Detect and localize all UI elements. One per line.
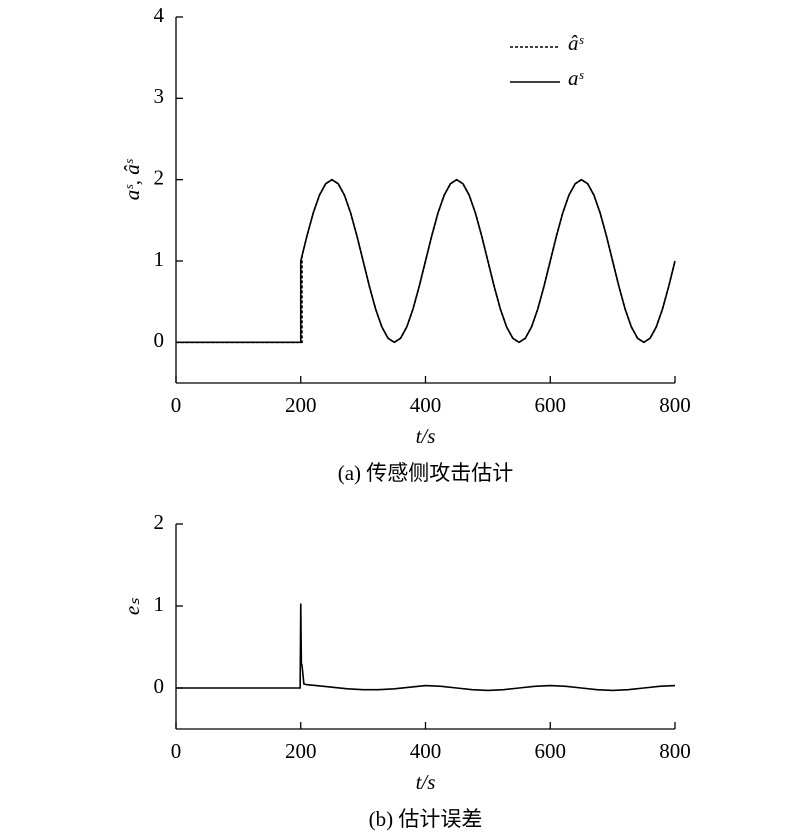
x-tick-label: 800 bbox=[659, 739, 691, 763]
y-axis-label: aˢ, âˢ bbox=[120, 158, 144, 200]
y-tick-label: 0 bbox=[154, 674, 165, 698]
x-axis-label: t/s bbox=[416, 424, 436, 448]
y-tick-label: 2 bbox=[154, 165, 165, 189]
y-tick-label: 0 bbox=[154, 328, 165, 352]
x-tick-label: 400 bbox=[410, 739, 442, 763]
y-tick-label: 4 bbox=[154, 3, 165, 27]
y-axis-label: eₛ bbox=[120, 598, 144, 615]
caption: (b) 估计误差 bbox=[369, 807, 483, 831]
caption: (a) 传感侧攻击估计 bbox=[338, 461, 514, 485]
x-tick-label: 600 bbox=[535, 739, 567, 763]
x-tick-label: 400 bbox=[410, 393, 442, 417]
x-tick-label: 800 bbox=[659, 393, 691, 417]
y-tick-label: 2 bbox=[154, 510, 165, 534]
series-line bbox=[176, 603, 676, 692]
x-axis-label: t/s bbox=[416, 770, 436, 794]
x-tick-label: 200 bbox=[285, 393, 317, 417]
series-line bbox=[176, 178, 676, 344]
x-tick-label: 0 bbox=[171, 739, 182, 763]
y-tick-label: 1 bbox=[154, 247, 165, 271]
legend-label: âˢ bbox=[568, 31, 585, 55]
x-tick-label: 200 bbox=[285, 739, 317, 763]
x-tick-label: 600 bbox=[535, 393, 567, 417]
legend-label: aˢ bbox=[568, 66, 585, 90]
y-tick-label: 3 bbox=[154, 84, 165, 108]
x-tick-label: 0 bbox=[171, 393, 182, 417]
y-tick-label: 1 bbox=[154, 592, 165, 616]
